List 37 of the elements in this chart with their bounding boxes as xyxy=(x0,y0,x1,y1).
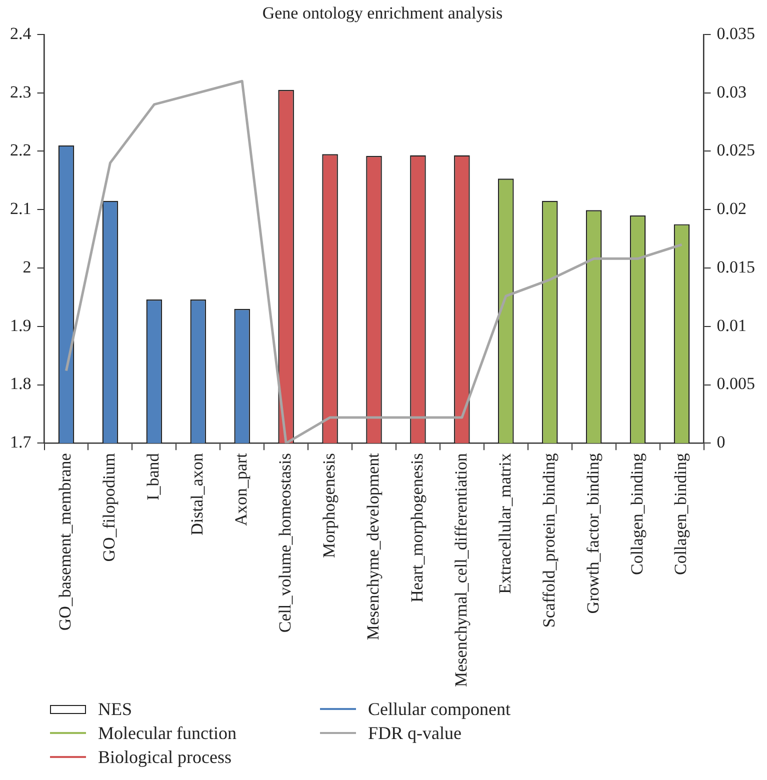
y2-tick-label: 0.005 xyxy=(716,374,755,394)
y-tick-label: 1.7 xyxy=(10,432,32,452)
y-tick-label: 2 xyxy=(22,257,32,276)
x-tick-label: GO_basement_membrane xyxy=(56,453,75,631)
y-tick-label: 1.8 xyxy=(10,374,32,394)
y2-tick-label: 0 xyxy=(716,432,726,452)
x-tick-label: Heart_morphogenesis xyxy=(407,453,426,602)
legend-label: Cellular component xyxy=(368,698,510,720)
y2-tick-label: 0.03 xyxy=(716,82,746,102)
y-tick-label: 2.4 xyxy=(10,24,32,43)
x-tick-label: Distal_axon xyxy=(188,452,207,536)
x-tick-label: Mesenchyme_development xyxy=(363,452,382,640)
chart-title: Gene ontology enrichment analysis xyxy=(262,4,503,23)
y2-tick-label: 0.02 xyxy=(716,199,746,218)
y-tick-label: 2.3 xyxy=(10,82,32,102)
x-tick-label: Axon_part xyxy=(232,452,251,526)
y2-tick-label: 0.015 xyxy=(716,257,755,276)
x-tick-label: GO_filopodium xyxy=(100,453,119,562)
x-tick-label: Mesenchymal_cell_differentiation xyxy=(451,452,470,688)
legend-label: Biological process xyxy=(98,746,232,768)
y-tick-label: 2.1 xyxy=(10,199,32,218)
x-tick-label: Cell_volume_homeostasis xyxy=(276,453,295,633)
x-tick-label: Collagen_binding xyxy=(671,452,690,576)
y2-tick-label: 0.025 xyxy=(716,140,755,160)
x-tick-label: I_band xyxy=(144,452,163,500)
y-tick-label: 1.9 xyxy=(10,316,32,335)
x-tick-label: Extracellular_matrix xyxy=(495,452,514,594)
x-tick-label: Scaffold_protein_binding xyxy=(539,452,558,628)
y2-tick-label: 0.035 xyxy=(716,24,755,43)
legend-label: FDR q-value xyxy=(368,722,462,744)
x-tick-label: Growth_factor_binding xyxy=(583,452,602,614)
x-tick-label: Morphogenesis xyxy=(320,453,338,558)
y2-tick-label: 0.01 xyxy=(716,316,746,335)
legend-title: NES xyxy=(98,698,132,720)
x-tick-label: Collagen_binding xyxy=(627,452,646,576)
y-tick-label: 2.2 xyxy=(10,140,32,160)
legend-label: Molecular function xyxy=(98,722,236,744)
